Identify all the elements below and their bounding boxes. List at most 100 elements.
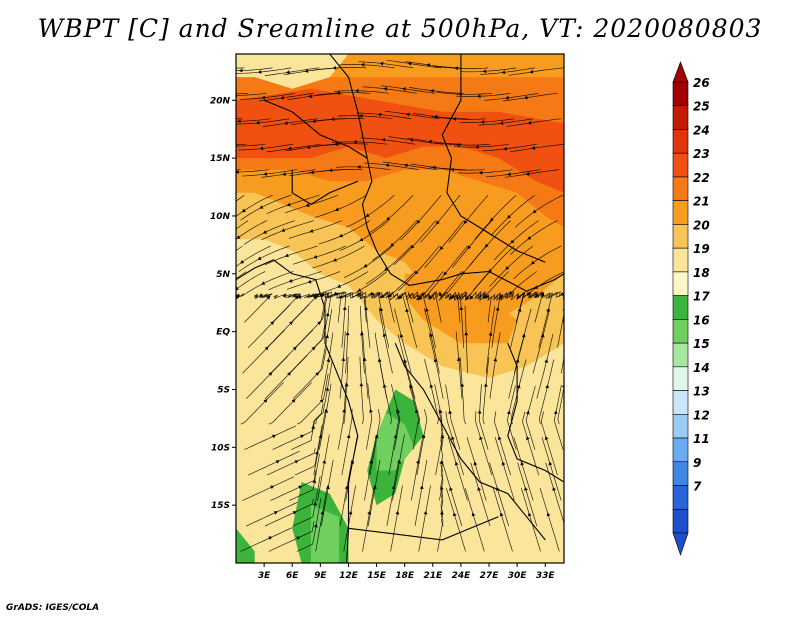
streamline-arrow (544, 436, 549, 441)
colorbar-label: 12 (693, 408, 710, 422)
streamline (356, 112, 412, 120)
streamline-arrow (403, 163, 408, 168)
streamline-arrow (359, 237, 364, 242)
streamline-arrow (273, 511, 278, 515)
streamline-arrow (288, 278, 293, 283)
streamline (424, 359, 439, 425)
streamline-arrow (566, 332, 570, 336)
streamline-arrow (282, 293, 287, 298)
streamline (244, 293, 271, 323)
streamline (493, 411, 511, 476)
streamline (358, 61, 414, 69)
streamline (243, 220, 296, 245)
streamline-arrow (548, 461, 553, 466)
x-tick-label: 33E (536, 571, 556, 581)
streamline (445, 411, 465, 476)
streamline (236, 118, 290, 125)
streamline (339, 459, 353, 527)
streamline (446, 488, 466, 552)
streamline (513, 245, 562, 280)
streamline (316, 271, 369, 295)
streamline (381, 85, 436, 94)
streamline (484, 92, 539, 101)
streamline (246, 501, 298, 527)
y-tick-label: 10S (211, 443, 230, 453)
streamline (536, 334, 554, 399)
streamline (264, 67, 320, 76)
streamline-arrow (284, 121, 288, 126)
streamline-arrow (421, 434, 426, 439)
streamline (480, 67, 535, 75)
streamline (343, 485, 357, 552)
streamline (442, 462, 463, 527)
streamline-arrow (257, 70, 262, 74)
streamline (520, 487, 541, 552)
field-level-18-corner (236, 528, 255, 563)
streamline (453, 143, 509, 148)
colorbar-segment (672, 152, 689, 178)
streamline (320, 459, 334, 527)
streamline-arrow (403, 359, 408, 364)
streamline (485, 306, 496, 374)
streamline-arrow (285, 70, 290, 75)
streamline-arrow (471, 512, 476, 517)
streamline (264, 498, 314, 527)
colorbar-segment (672, 247, 689, 273)
streamline-arrow (240, 259, 245, 264)
streamline-arrow (527, 236, 532, 240)
streamline (508, 291, 525, 323)
streamline (362, 485, 375, 552)
streamline (435, 409, 444, 476)
streamline (440, 460, 444, 527)
streamline-arrow (386, 216, 391, 221)
streamline-arrow (236, 294, 240, 298)
streamline (506, 118, 562, 127)
streamline-arrow (309, 229, 314, 233)
border-line (348, 516, 499, 541)
streamline-arrow (261, 95, 266, 100)
colorbar-segment (672, 295, 689, 320)
colorbar-segment (672, 366, 689, 391)
streamline-arrow (322, 459, 327, 464)
streamline (459, 118, 515, 123)
streamline (289, 324, 326, 374)
x-tick-label: 18E (395, 571, 415, 581)
streamline-arrow (477, 409, 482, 414)
streamline-arrow (454, 461, 459, 466)
streamline-arrow (297, 295, 302, 299)
streamline (382, 161, 438, 171)
streamline (264, 245, 318, 266)
streamline (268, 271, 322, 291)
streamline-arrow (524, 486, 528, 491)
y-tick-label: EQ (216, 328, 230, 338)
streamline-arrow (505, 266, 510, 270)
streamline (240, 382, 284, 425)
streamline-arrow (553, 410, 558, 415)
colorbar-label: 23 (693, 147, 710, 161)
streamline-arrow (280, 95, 285, 100)
streamline-arrow (465, 296, 470, 301)
streamline (491, 293, 501, 348)
x-tick-label: 12E (339, 571, 359, 581)
streamline (286, 271, 341, 290)
streamline-arrow (213, 142, 217, 146)
streamline-arrow (452, 512, 457, 517)
streamline (236, 220, 268, 240)
streamline-arrow (527, 512, 532, 517)
streamline (318, 220, 371, 245)
field-level-19-nw (236, 54, 349, 89)
streamline-arrow (475, 145, 479, 149)
streamline-arrow (342, 306, 347, 310)
streamline (339, 220, 390, 251)
streamline-arrow (495, 306, 500, 311)
streamline-arrow (485, 294, 490, 299)
streamline (553, 384, 564, 450)
streamline-arrow (334, 207, 339, 212)
streamline-arrow (334, 142, 339, 146)
streamline-arrow (523, 95, 528, 100)
colorbar-label: 14 (693, 361, 710, 375)
streamline (236, 245, 271, 268)
plot-frame (235, 53, 565, 564)
streamline-arrow (298, 485, 303, 490)
streamline (369, 408, 381, 476)
